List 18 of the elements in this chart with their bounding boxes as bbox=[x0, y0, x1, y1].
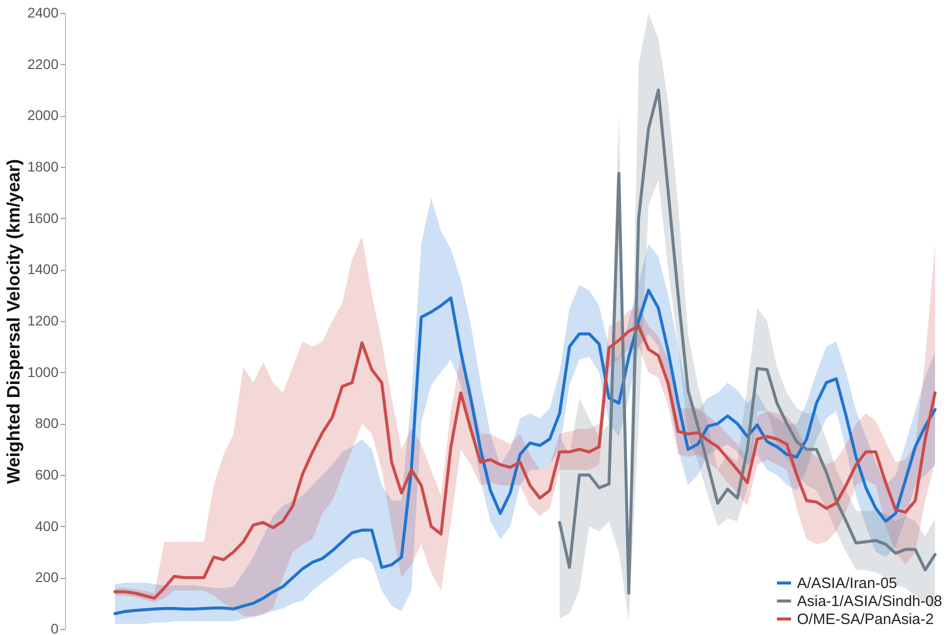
y-tick-label: 2400 bbox=[27, 4, 59, 20]
legend-label: Asia-1/ASIA/Sindh-08 bbox=[797, 593, 942, 610]
y-tick-label: 2000 bbox=[27, 107, 59, 124]
line-series bbox=[558, 88, 937, 595]
legend-label: O/ME-SA/PanAsia-2 bbox=[797, 611, 934, 628]
y-tick-label: 800 bbox=[35, 415, 59, 432]
y-tick-label: 1800 bbox=[27, 158, 59, 174]
y-axis-title: Weighted Dispersal Velocity (km/year) bbox=[3, 159, 24, 484]
y-tick-label: 600 bbox=[35, 466, 59, 482]
y-tick-label: 1000 bbox=[27, 364, 59, 380]
y-tick-label: 200 bbox=[35, 569, 59, 586]
y-tick-label: 400 bbox=[35, 518, 59, 534]
legend-label: A/ASIA/Iran-05 bbox=[797, 575, 898, 592]
y-tick-label: 2200 bbox=[27, 56, 59, 72]
y-tick-label: 1600 bbox=[27, 210, 59, 226]
y-tick-label: 1400 bbox=[27, 261, 59, 278]
y-tick-label: 0 bbox=[50, 620, 59, 635]
y-tick-label: 1200 bbox=[27, 312, 59, 328]
